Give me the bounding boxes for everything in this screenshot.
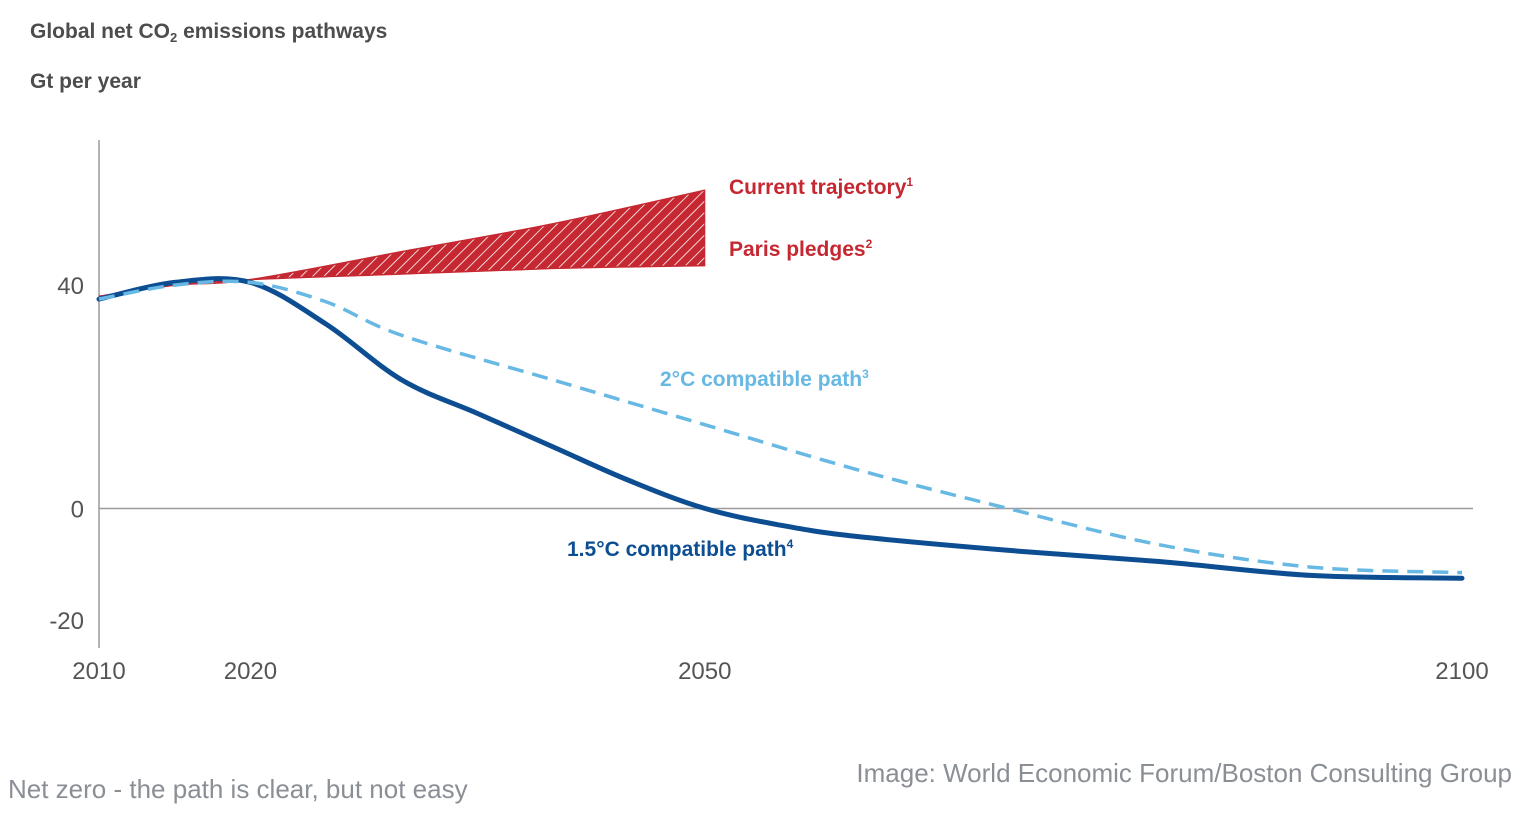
x-tick-label: 2020	[224, 658, 277, 685]
chart-title-prefix: Global net CO	[30, 20, 171, 43]
path-1-5c-label: 1.5°C compatible path4	[567, 537, 794, 561]
x-tick-label: 2010	[72, 658, 125, 685]
emissions-chart: 40 0 -20 2010 2020 2050 2100 Current trajector…	[49, 140, 1489, 685]
image-credit: Image: World Economic Forum/Boston Consu…	[856, 758, 1512, 788]
axes-layer: 40 0 -20 2010 2020 2050 2100	[49, 140, 1489, 685]
labels-layer: Current trajectory1 Paris pledges2 2°C com…	[567, 175, 913, 561]
x-tick-label: 2050	[678, 658, 731, 685]
current-trajectory-label: Current trajectory1	[729, 175, 913, 199]
path-2c-line	[98, 279, 1463, 575]
y-tick-label: 40	[57, 273, 84, 300]
chart-unit-label: Gt per year	[30, 70, 141, 93]
caption-text: Net zero - the path is clear, but not ea…	[8, 774, 468, 804]
chart-title-suffix: emissions pathways	[177, 20, 388, 43]
path-2c-label: 2°C compatible path3	[660, 367, 869, 391]
x-tick-label: 2100	[1435, 658, 1488, 685]
y-tick-label: 0	[71, 496, 84, 523]
paris-pledges-label: Paris pledges2	[729, 237, 873, 261]
path-1-5c-line	[96, 276, 1465, 581]
chart-title: Global net CO2 emissions pathways	[30, 20, 387, 45]
y-tick-label: -20	[49, 608, 84, 635]
series-lines-layer	[96, 276, 1465, 581]
chart-title-subscript: 2	[170, 30, 178, 45]
